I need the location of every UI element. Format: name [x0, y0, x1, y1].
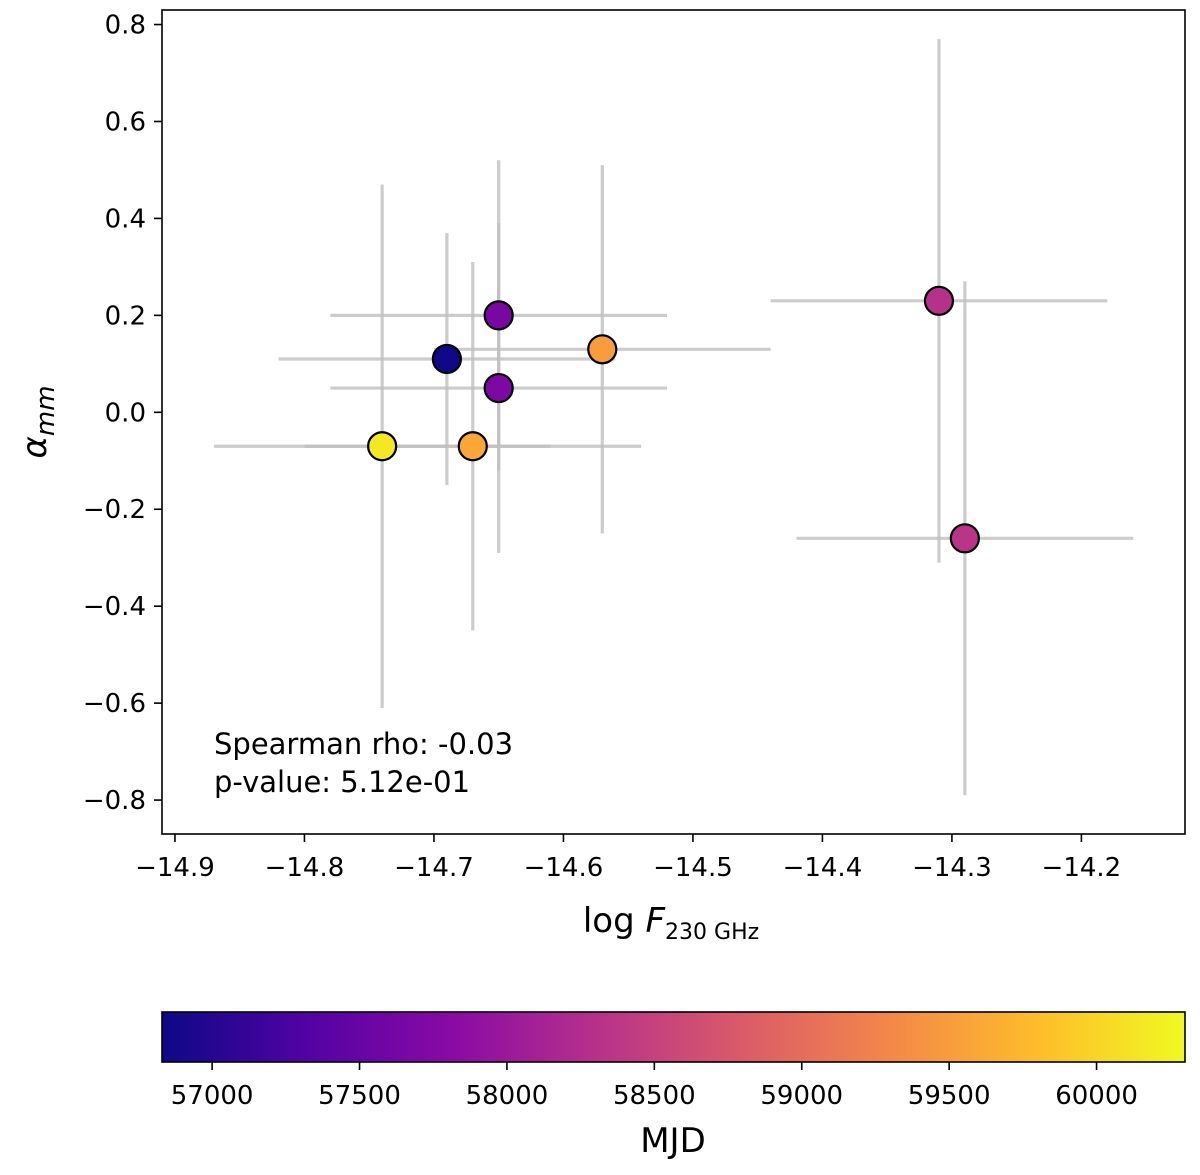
y-axis-label-main: α — [15, 436, 55, 458]
annotation-pvalue: p-value: 5.12e-01 — [214, 765, 470, 799]
colorbar-tick-label: 58500 — [613, 1081, 696, 1111]
y-tick-label: −0.4 — [83, 592, 146, 622]
y-axis-label: αmm — [15, 385, 61, 458]
y-tick-label: −0.6 — [83, 689, 146, 719]
data-point-1 — [431, 343, 462, 375]
y-tick-label: 0.8 — [105, 11, 146, 41]
y-tick-label: 0.0 — [105, 398, 146, 428]
colorbar-tick-label: 57500 — [318, 1081, 401, 1111]
colorbar-tick-label: 59500 — [908, 1081, 991, 1111]
data-point-6 — [587, 334, 618, 365]
y-tick-label: 0.2 — [105, 301, 146, 331]
y-tick-label: −0.2 — [83, 495, 146, 525]
plot-frame — [161, 9, 1186, 835]
x-axis-label-sub: 230 GHz — [665, 920, 759, 945]
data-point-7 — [457, 431, 488, 462]
x-tick-label: −14.9 — [135, 853, 215, 883]
data-point-4 — [923, 285, 955, 316]
x-tick-label: −14.7 — [394, 853, 474, 883]
x-tick-label: −14.6 — [524, 853, 604, 883]
x-axis-label-var: F — [645, 901, 665, 941]
x-tick-label: −14.8 — [265, 853, 345, 883]
colorbar-tick-label: 57000 — [171, 1081, 254, 1111]
data-point-3 — [483, 372, 514, 404]
colorbar-ticks: 57000 57500 58000 58500 59000 59500 60000 — [171, 1062, 1138, 1111]
colorbar — [161, 1011, 1186, 1063]
data-point-8 — [367, 431, 398, 462]
data-points — [367, 285, 980, 554]
y-axis-label-sub: mm — [31, 385, 61, 436]
colorbar-tick-label: 60000 — [1055, 1081, 1138, 1111]
data-point-2 — [483, 300, 514, 331]
colorbar-tick-label: 58000 — [466, 1081, 549, 1111]
x-tick-label: −14.2 — [1042, 853, 1122, 883]
y-axis: 0.8 0.6 0.4 0.2 0.0 −0.2 −0.4 −0.6 −0.8 — [83, 11, 162, 816]
x-tick-label: −14.5 — [653, 853, 733, 883]
x-tick-label: −14.3 — [912, 853, 992, 883]
y-tick-label: 0.6 — [105, 107, 146, 137]
y-tick-label: 0.4 — [105, 204, 146, 234]
annotation-spearman: Spearman rho: -0.03 — [214, 727, 513, 761]
colorbar-tick-label: 59000 — [760, 1081, 843, 1111]
error-bars — [213, 39, 1134, 796]
x-axis: −14.9 −14.8 −14.7 −14.6 −14.5 −14.4 −14.3 −14.2 — [135, 834, 1121, 883]
x-axis-label: log F230 GHz — [583, 901, 759, 945]
colorbar-label: MJD — [640, 1121, 706, 1161]
x-tick-label: −14.4 — [783, 853, 863, 883]
x-axis-label-main: log — [583, 901, 646, 941]
data-point-5 — [949, 523, 980, 554]
y-tick-label: −0.8 — [83, 786, 146, 816]
